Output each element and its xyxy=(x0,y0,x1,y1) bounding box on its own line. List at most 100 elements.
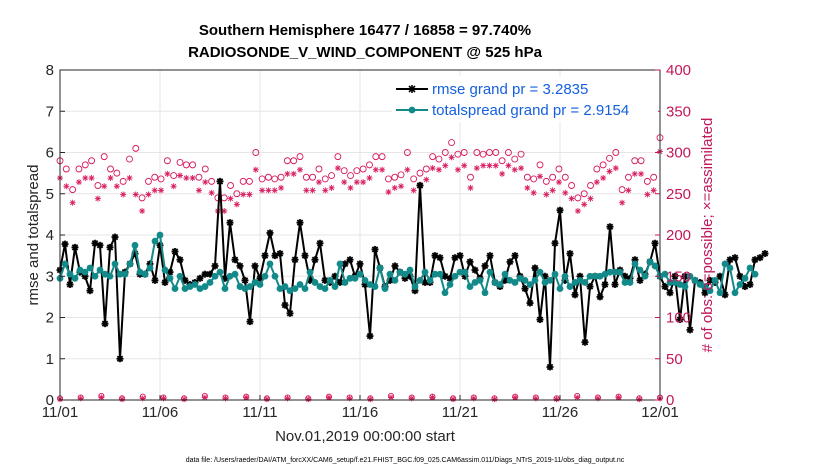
obs-assimilated-point xyxy=(328,184,335,191)
point-totalspread xyxy=(271,272,279,280)
point-rmse xyxy=(416,182,424,189)
star-stroke xyxy=(518,165,524,171)
star-stroke xyxy=(385,189,391,195)
point-totalspread xyxy=(616,268,624,276)
marker-stroke xyxy=(231,256,239,263)
obs-possible-point xyxy=(113,169,121,177)
point-totalspread xyxy=(171,285,179,293)
point-rmse xyxy=(581,338,589,346)
marker-stroke xyxy=(606,223,614,230)
point-totalspread xyxy=(466,283,474,290)
obs-assimilated-point xyxy=(341,179,348,186)
point-totalspread xyxy=(551,270,559,278)
x-tick-label: 11/16 xyxy=(342,404,378,421)
obs-assimilated-point xyxy=(208,189,215,196)
marker-stroke xyxy=(101,320,109,327)
obs-assimilated-point xyxy=(537,173,543,180)
marker-stroke xyxy=(601,281,609,288)
star-stroke xyxy=(625,187,631,193)
point-rmse xyxy=(536,316,544,324)
point-totalspread xyxy=(176,272,184,280)
marker-stroke xyxy=(706,277,714,284)
obs-assimilated-point xyxy=(177,172,183,179)
point-rmse xyxy=(346,256,354,264)
point-totalspread xyxy=(626,279,634,286)
star-stroke xyxy=(606,168,612,174)
obs-possible-point xyxy=(587,182,594,189)
point-totalspread xyxy=(311,279,319,286)
point-totalspread xyxy=(691,276,699,284)
obs-possible-point xyxy=(618,186,626,194)
point-rmse xyxy=(601,281,609,288)
obs-assimilated-point xyxy=(448,154,455,161)
obs-low-assimilated-point xyxy=(491,396,498,403)
obs-possible-point xyxy=(157,175,165,183)
obs-assimilated-point xyxy=(625,187,632,194)
obs-possible-point xyxy=(599,161,607,169)
x-tick-label: 11/21 xyxy=(442,404,478,421)
obs-assimilated-point xyxy=(75,179,82,186)
y-tick-label: 3 xyxy=(46,268,54,285)
obs-possible-point xyxy=(391,173,399,181)
marker-stroke xyxy=(246,318,254,325)
point-totalspread xyxy=(326,276,334,284)
point-rmse xyxy=(481,262,489,270)
point-totalspread xyxy=(681,283,689,290)
point-totalspread xyxy=(61,260,69,268)
obs-possible-point xyxy=(264,173,272,181)
point-totalspread xyxy=(631,260,639,268)
obs-possible-point xyxy=(195,173,203,181)
point-rmse xyxy=(746,281,754,288)
marker-stroke xyxy=(536,316,544,323)
point-rmse xyxy=(761,250,769,258)
obs-possible-point xyxy=(378,153,386,161)
point-rmse xyxy=(236,262,244,270)
marker-stroke xyxy=(301,252,309,259)
point-totalspread xyxy=(606,268,614,276)
marker-stroke xyxy=(176,256,184,263)
obs-assimilated-point xyxy=(619,199,626,206)
obs-assimilated-point xyxy=(246,191,253,198)
obs-assimilated-point xyxy=(638,170,645,177)
obs-low-assimilated-point xyxy=(450,396,457,403)
point-totalspread xyxy=(376,264,384,272)
obs-assimilated-point xyxy=(379,166,386,173)
marker-stroke xyxy=(71,244,79,251)
star-stroke xyxy=(480,163,486,169)
star-stroke xyxy=(181,396,187,402)
star-stroke xyxy=(322,187,328,193)
star-stroke xyxy=(98,395,104,401)
star-stroke xyxy=(366,175,372,181)
point-totalspread xyxy=(436,270,444,278)
obs-possible-point xyxy=(410,175,418,183)
obs-possible-point xyxy=(568,182,576,189)
star-stroke xyxy=(430,165,436,171)
star-stroke xyxy=(196,187,202,193)
star-stroke xyxy=(158,187,164,193)
obs-assimilated-point xyxy=(524,184,531,191)
obs-assimilated-point xyxy=(164,170,171,177)
x-axis-label: Nov.01,2019 00:00:00 start xyxy=(275,428,456,445)
point-totalspread xyxy=(621,279,629,286)
y2-tick-label: 0 xyxy=(666,392,674,409)
point-totalspread xyxy=(81,268,89,276)
obs-possible-point xyxy=(492,149,500,156)
obs-low-assimilated-point xyxy=(119,396,126,403)
point-totalspread xyxy=(486,268,494,276)
obs-possible-point xyxy=(523,173,531,181)
obs-assimilated-point xyxy=(107,175,114,181)
marker-stroke xyxy=(501,277,509,284)
point-rmse xyxy=(531,264,539,272)
star-stroke xyxy=(145,191,151,198)
star-stroke xyxy=(152,187,158,193)
point-totalspread xyxy=(646,258,654,266)
x-axis-ticks: 11/01 11/06 11/11 11/16 11/21 11/26 12/01 xyxy=(42,395,679,421)
obs-low-assimilated-point xyxy=(181,396,188,403)
marker-stroke xyxy=(161,279,169,286)
obs-assimilated-point xyxy=(265,187,272,194)
star-stroke xyxy=(392,185,398,191)
obs-possible-point xyxy=(561,173,569,181)
obs-possible-point xyxy=(144,177,152,185)
obs-assimilated-point xyxy=(511,166,518,173)
star-stroke xyxy=(429,395,435,401)
